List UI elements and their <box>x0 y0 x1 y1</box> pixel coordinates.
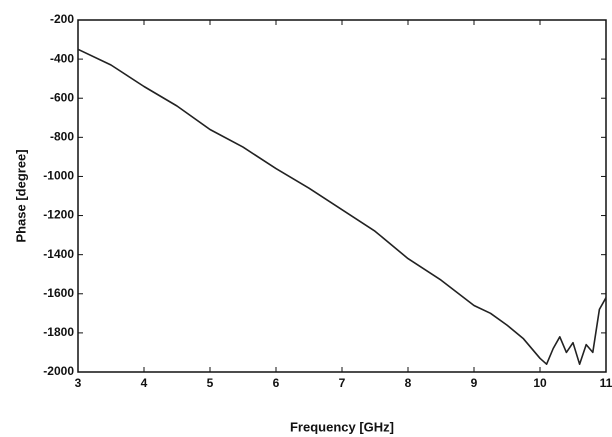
plot-frame <box>77 19 607 373</box>
y-axis-title: Phase [degree] <box>13 149 28 242</box>
y-tick-label: -800 <box>50 130 74 144</box>
y-tick-label: -400 <box>50 51 74 65</box>
y-tick-label: -1600 <box>43 286 74 300</box>
y-tick-label: -1400 <box>43 247 74 261</box>
x-tick-label: 8 <box>405 376 412 390</box>
y-tick-label: -1800 <box>43 325 74 339</box>
x-tick-label: 10 <box>533 376 547 390</box>
y-tick-label: -2000 <box>43 364 74 378</box>
x-tick-label: 6 <box>273 376 280 390</box>
x-axis-title: Frequency [GHz] <box>290 419 394 434</box>
y-tick-label: -200 <box>50 12 74 26</box>
x-tick-label: 11 <box>600 376 612 390</box>
y-tick-label: -1000 <box>43 169 74 183</box>
x-tick-label: 3 <box>75 376 82 390</box>
x-tick-label: 4 <box>141 376 148 390</box>
y-tick-label: -600 <box>50 90 74 104</box>
data-line <box>77 48 607 365</box>
x-tick-label: 5 <box>207 376 214 390</box>
x-tick-label: 7 <box>339 376 346 390</box>
y-tick-label: -1200 <box>43 208 74 222</box>
x-tick-label: 9 <box>471 376 478 390</box>
